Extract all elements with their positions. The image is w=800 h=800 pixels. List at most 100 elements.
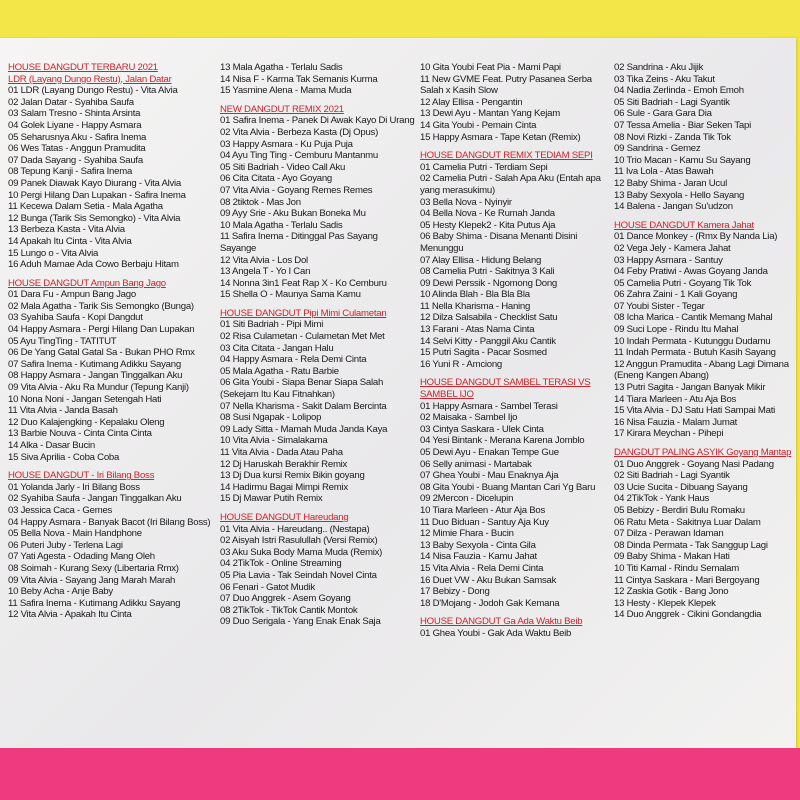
track: 04 Happy Asmara - Rela Demi Cinta [220,354,367,366]
section-heading: HOUSE DANGDUT Ampun Bang Jago [8,277,166,289]
track: 09 Ayy Srie - Aku Bukan Boneka Mu [220,208,366,220]
track: 12 Dilza Salsabila - Checklist Satu [420,312,558,324]
track: 12 Duo Kalajengking - Kepalaku Oleng [8,416,165,428]
track: 17 Kirara Meychan - Pihepi [614,428,724,440]
track: 05 Mala Agatha - Ratu Barbie [220,365,339,377]
track: 11 Vita Alvia - Dada Atau Paha [220,447,343,458]
track: 02 Siti Badriah - Lagi Syantik [614,470,730,482]
track: 11 Safira Inema - Kutimang Adikku Sayang [8,597,181,609]
track: 07 Ghea Youbi - Mau Enaknya Aja [420,470,559,482]
track: 07 Youbi Sister - Tegar [614,300,705,312]
track: 01 Camelia Putri - Terdiam Sepi [420,161,548,173]
track: 08 Happy Asmara - Jangan Tinggalkan Aku [8,370,183,382]
track: 05 Siti Badriah - Lagi Syantik [614,96,730,108]
column: 02 Sandrina - Aku Jijik 03 Tika Zeins - A… [614,62,792,621]
track: 08 Tepung Kanji - Safira Inema [8,166,133,178]
track: 06 Gita Youbi - Siapa Benar Siapa Salah … [220,377,384,401]
track: 05 Siti Badriah - Video Call Aku [220,161,346,173]
section: 02 Sandrina - Aku Jijik 03 Tika Zeins - A… [614,62,792,213]
track: 14 Balena - Jangan Su'udzon [614,201,733,213]
section: HOUSE DANGDUT TERBARU 2021 LDR (Layang Du… [8,62,213,271]
track: 08 2tiktok - Mas Jon [220,196,301,208]
track: 04 Yesi Bintank - Merana Karena Jomblo [420,435,585,447]
section: HOUSE DANGDUT REMIX TEDIAM SEPI 01 Cameli… [420,150,612,370]
track: 01 Vita Alvia - Hareudang.. (Nestapa) [220,523,370,535]
track: 08 Dinda Permata - Tak Sanggup Lagi [614,539,768,551]
track: 03 Happy Asmara - Santuy [614,254,723,266]
track: 06 Zahra Zaini - 1 Kali Goyang [614,289,738,301]
track: 13 Berbeza Kasta - Vita Alvia [8,224,125,236]
track: 13 Mala Agatha - Terlalu Sadis [220,62,343,73]
track: 02 Aisyah Istri Rasulullah (Versi Remix) [220,535,378,547]
track: 10 Trio Macan - Kamu Su Sayang [614,154,751,166]
track: 11 New GVME Feat. Putry Pasanea Serba Sa… [420,73,592,97]
track: 09 Dewi Perssik - Ngomong Dong [420,277,558,289]
track: 13 Farani - Atas Nama Cinta [420,324,535,336]
track: 11 Iva Lola - Atas Bawah [614,166,714,178]
track: 12 Alay Ellisa - Pengantin [420,96,523,108]
track: 10 Gita Youbi Feat Pia - Mami Papi [420,62,561,73]
track: 04 Golek Liyane - Happy Asmara [8,119,142,131]
column: 13 Mala Agatha - Terlalu Sadis 14 Nisa F … [220,62,416,628]
section: NEW DANGDUT REMIX 2021 01 Safira Inema - … [220,104,416,301]
section: 10 Gita Youbi Feat Pia - Mami Papi 11 New… [420,62,612,143]
track: 06 Wes Tatas - Anggun Pramudita [8,143,146,155]
bottom-band [0,748,800,800]
track: 12 Bunga (Tarik Sis Semongko) - Vita Alv… [8,212,181,224]
track: 02 Risa Culametan - Culametan Met Met [220,331,385,343]
section-heading: HOUSE DANGDUT Pipi Mimi Culametan [220,307,387,319]
track: 10 Pergi Hilang Dan Lupakan - Safira Ine… [8,189,186,201]
track: 01 Yolanda Jarly - Iri Bilang Boss [8,481,140,493]
track: 09 Duo Serigala - Yang Enak Enak Saja [220,616,381,628]
track: 14 Duo Anggrek - Cikini Gondangdia [614,609,762,621]
track: 04 Happy Asmara - Pergi Hilang Dan Lupak… [8,324,195,336]
track: 13 Putri Sagita - Jangan Banyak Mikir [614,382,766,394]
track: 15 Putri Sagita - Pacar Sosmed [420,347,547,359]
track: 06 Fenari - Gatot Mudik [220,581,316,593]
section: 13 Mala Agatha - Terlalu Sadis 14 Nisa F … [220,62,416,97]
track: 13 Dj Dua kursi Remix Bikin goyang [220,470,365,482]
track: 15 Vita Alvia - DJ Satu Hati Sampai Mati [614,405,775,417]
track: 14 Selvi Kitty - Panggil Aku Cantik [420,335,556,347]
track: 03 Jessica Caca - Gemes [8,504,113,516]
track: 07 Yati Agesta - Odading Mang Oleh [8,551,155,563]
track: 06 Puteri Juby - Terlena Lagi [8,539,123,551]
track: 07 Vita Alvia - Goyang Remes Remes [220,184,373,196]
track: 14 Alka - Dasar Bucin [8,440,96,451]
section-heading: HOUSE DANGDUT TERBARU 2021 [8,62,158,73]
track: 02 Camelia Putri - Salah Apa Aku (Entah … [420,173,601,196]
section-heading: HOUSE DANGDUT Ga Ada Waktu Beib [420,616,583,628]
section-heading: HOUSE DANGDUT REMIX TEDIAM SEPI [420,150,593,162]
track: 08 Novi Rizki - Zanda Tik Tok [614,131,731,143]
track: 05 Bella Nova - Main Handphone [8,528,142,540]
track: 06 Selly animasi - Martabak [420,458,532,470]
track: 14 Apakah Itu Cinta - Vita Alvia [8,235,132,247]
tracklist-card: HOUSE DANGDUT TERBARU 2021 LDR (Layang Du… [0,38,796,748]
track: 13 Angela T - Yo I Can [220,266,311,278]
track: 06 Cita Citata - Ayo Goyang [220,173,332,185]
track: 02 Maisaka - Sambel Ijo [420,412,518,424]
track: 16 Nisa Fauzia - Malam Jumat [614,416,738,428]
track: 13 Baby Sexyola - Hello Sayang [614,189,745,201]
track: 05 Seharusnya Aku - Safira Inema [8,131,147,143]
track: 10 Tiara Marleen - Atur Aja Bos [420,504,546,516]
track: 05 Camelia Putri - Goyang Tik Tok [614,277,752,289]
section-heading: NEW DANGDUT REMIX 2021 [220,103,344,115]
track: 02 Vega Jely - Kamera Jahat [614,242,731,254]
track: 08 Camelia Putri - Sakitnya 3 Kali [420,266,555,278]
section: DANGDUT PALING ASYIK Goyang Mantap 01 Duo… [614,447,792,621]
track: 15 Lungo o - Vita Alvia [8,247,99,259]
track: 03 Syahiba Saufa - Kopi Dangdut [8,312,143,324]
track: 12 Anggun Pramudita - Abang Lagi Dimana … [614,358,789,382]
track: 13 Dewi Ayu - Mantan Yang Kejam [420,108,560,120]
track: 04 Feby Pratiwi - Awas Goyang Janda [614,266,768,278]
track: 13 Hesty - Klepek Klepek [614,597,716,609]
track: 01 Ghea Youbi - Gak Ada Waktu Beib [420,627,572,639]
section: HOUSE DANGDUT Kamera Jahat 01 Dance Monke… [614,220,792,440]
track: 18 D'Mojang - Jodoh Gak Kemana [420,597,560,609]
track: 01 Siti Badriah - Pipi Mimi [220,319,324,331]
track: 03 Aku Suka Body Mama Muda (Remix) [220,546,383,558]
track: 10 Titi Kamal - Rindu Semalam [614,562,739,574]
track: 10 Indah Permata - Kutunggu Dudamu [614,335,771,347]
